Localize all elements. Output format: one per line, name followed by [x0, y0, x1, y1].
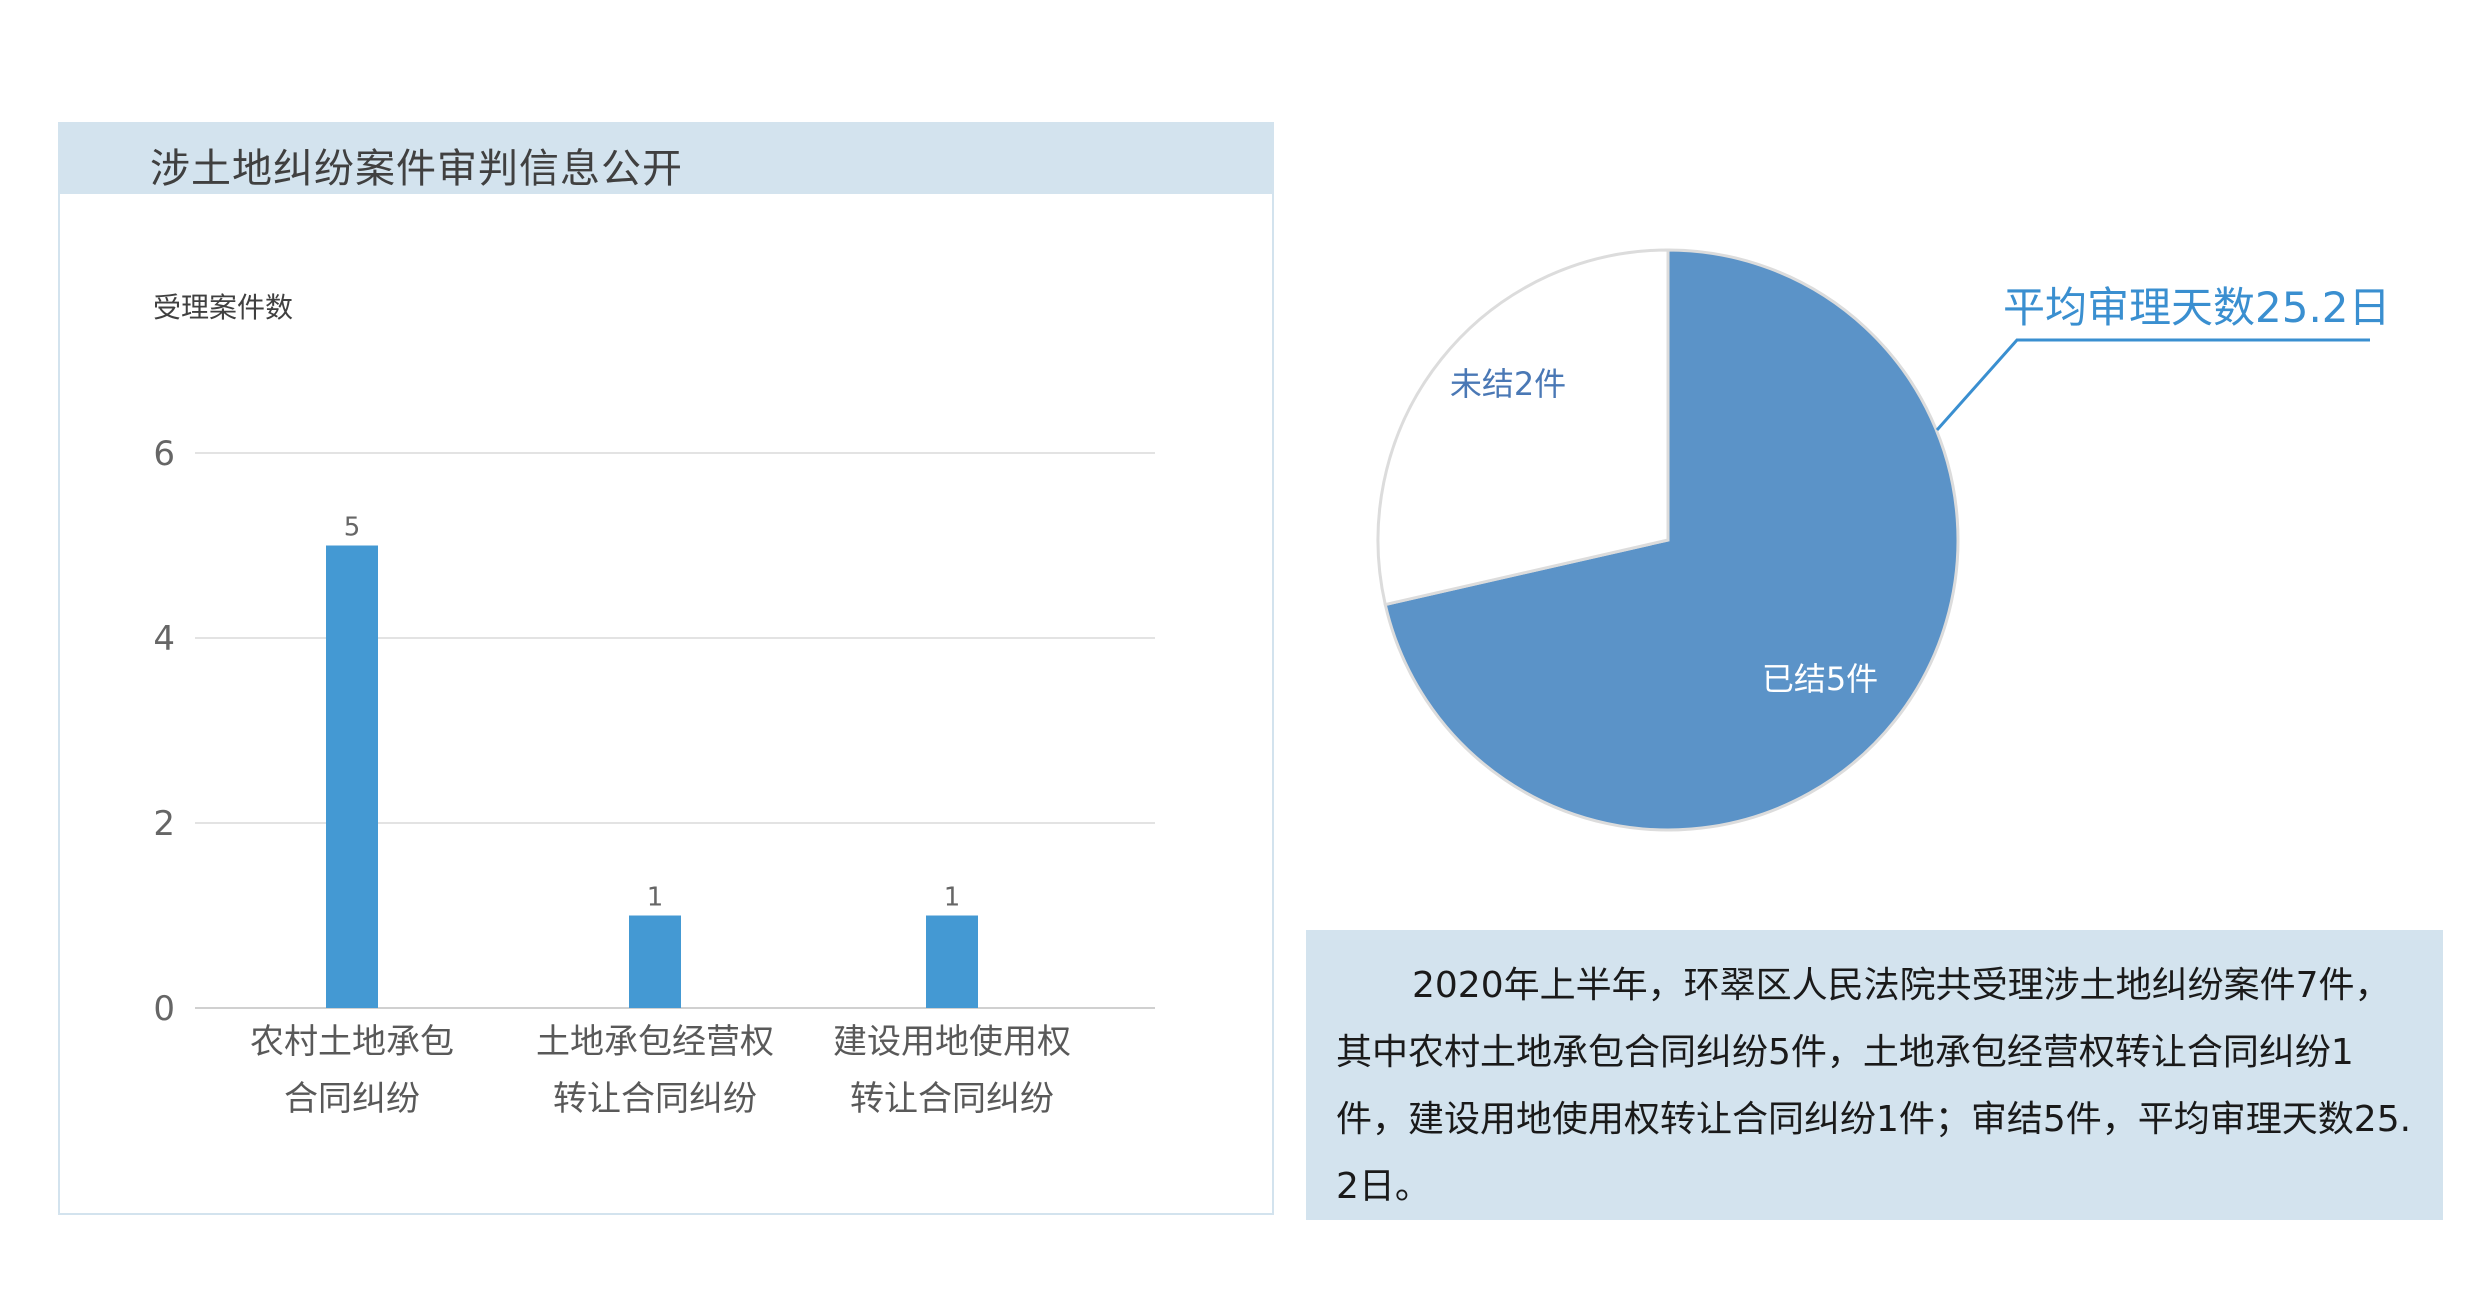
- y-tick-label: 0: [153, 989, 175, 1029]
- bar: [326, 545, 378, 1008]
- annotation-text: 平均审理天数25.2日: [2003, 283, 2391, 332]
- annotation-leader-line: [1935, 338, 2370, 431]
- bar-data-label: 5: [344, 513, 361, 543]
- bar: [926, 915, 978, 1008]
- bar-chart-panel: 涉土地纠纷案件审判信息公开 受理案件数 0 2 4 6 5 农村土地承包 合同纠纷 1 土地承包经…: [58, 122, 1274, 1215]
- y-axis-label: 受理案件数: [153, 291, 293, 324]
- bar: [629, 915, 681, 1008]
- x-category-label: 合同纠纷: [284, 1079, 420, 1119]
- pie-slice-label: 未结2件: [1450, 365, 1566, 403]
- summary-text: 2020年上半年，环翠区人民法院共受理涉土地纠纷案件7件，其中农村土地承包合同纠…: [1336, 965, 2412, 1207]
- x-category-label: 转让合同纠纷: [553, 1079, 757, 1119]
- bar-data-label: 1: [647, 883, 664, 913]
- x-category-label: 转让合同纠纷: [850, 1079, 1054, 1119]
- y-tick-label: 6: [153, 434, 175, 474]
- pie-slice-label: 已结5件: [1762, 660, 1878, 698]
- bar-data-label: 1: [944, 883, 961, 913]
- pie-slice: [1376, 248, 1670, 607]
- y-tick-label: 2: [153, 804, 175, 844]
- bar-chart: 受理案件数02465农村土地承包合同纠纷1土地承包经营权转让合同纠纷1建设用地使…: [153, 291, 1155, 1119]
- y-tick-label: 4: [153, 619, 175, 659]
- pie-chart: 已结5件 未结2件 平均审理天数25.2日: [1376, 248, 2391, 832]
- x-category-label: 土地承包经营权: [536, 1022, 774, 1062]
- summary-box: 2020年上半年，环翠区人民法院共受理涉土地纠纷案件7件，其中农村土地承包合同纠…: [1306, 930, 2443, 1220]
- pie-slice: [1383, 248, 1960, 832]
- panel-title: 涉土地纠纷案件审判信息公开: [150, 146, 683, 192]
- panel-header: 涉土地纠纷案件审判信息公开: [60, 124, 1272, 194]
- x-category-label: 农村土地承包: [250, 1022, 454, 1062]
- x-category-label: 建设用地使用权: [833, 1022, 1071, 1062]
